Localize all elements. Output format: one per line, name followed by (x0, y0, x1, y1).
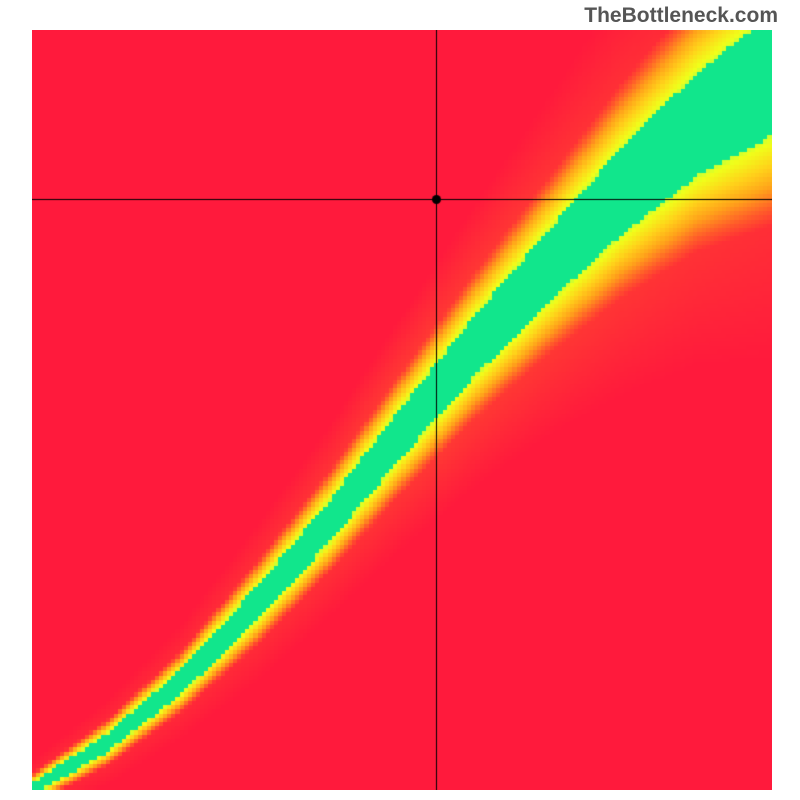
stage: TheBottleneck.com (0, 0, 800, 800)
bottleneck-heatmap (32, 30, 772, 790)
watermark-text: TheBottleneck.com (584, 4, 778, 28)
